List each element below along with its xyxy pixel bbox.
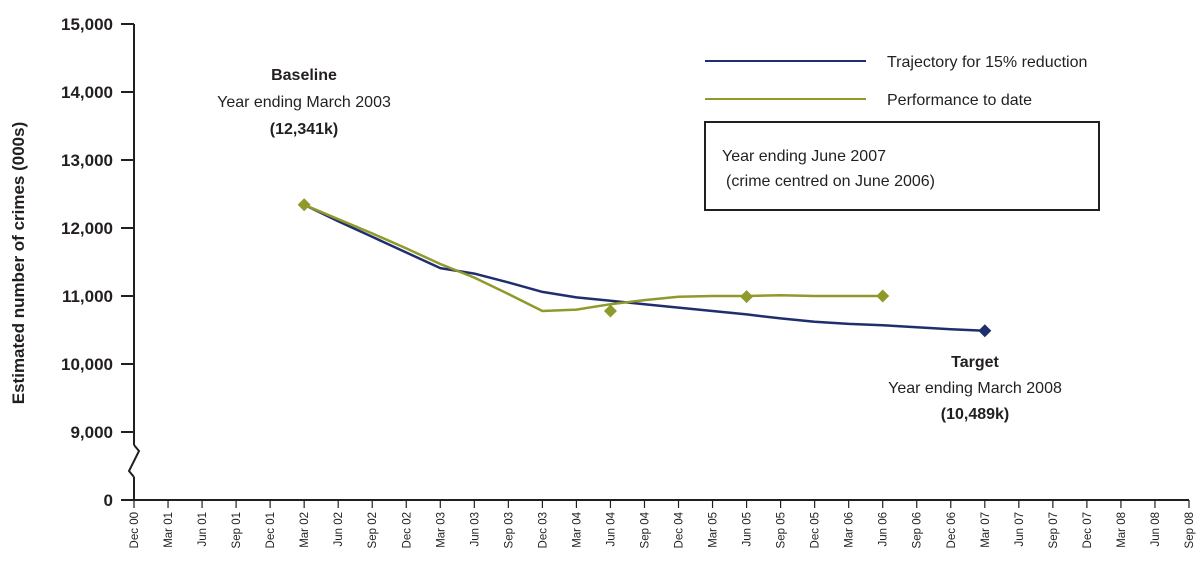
performance-marker xyxy=(876,289,890,303)
y-tick-label: 14,000 xyxy=(61,83,113,102)
target-title: Target xyxy=(951,354,999,371)
y-tick-label: 10,000 xyxy=(61,355,113,374)
series-markers xyxy=(297,198,992,338)
legend: Trajectory for 15% reduction Performance… xyxy=(705,54,1087,109)
x-tick-label: Mar 06 xyxy=(844,512,856,548)
x-tick-label: Sep 03 xyxy=(503,512,515,548)
y-tick-label: 11,000 xyxy=(62,287,113,306)
x-tick-label: Sep 02 xyxy=(367,512,379,548)
x-tick-label: Dec 00 xyxy=(129,512,141,548)
annotation-box-line2: (crime centred on June 2006) xyxy=(726,173,935,190)
y-tick-label: 9,000 xyxy=(70,423,113,442)
performance-marker xyxy=(740,290,754,304)
x-tick-labels: Dec 00 Mar 01 Jun 01 Sep 01 Dec 01 Mar 02 Jun … xyxy=(129,511,1196,548)
tick-marks xyxy=(121,23,1190,508)
baseline-value: (12,341k) xyxy=(270,121,339,138)
x-tick-label: Dec 03 xyxy=(537,512,549,548)
x-tick-label: Jun 02 xyxy=(333,512,345,547)
x-tick-label: Jun 03 xyxy=(469,512,481,547)
x-tick-label: Mar 02 xyxy=(299,512,311,548)
x-tick-label: Sep 04 xyxy=(639,511,651,548)
y-tick-label: 0 xyxy=(104,491,113,510)
y-tick-label: 12,000 xyxy=(61,219,113,238)
y-tick-labels: 15,000 14,000 13,000 12,000 11,000 10,000 9,00… xyxy=(61,15,113,510)
x-tick-label: Jun 08 xyxy=(1150,512,1162,547)
x-tick-label: Sep 01 xyxy=(231,512,243,548)
y-tick-label: 15,000 xyxy=(61,15,113,34)
x-tick-label: Jun 04 xyxy=(605,511,617,546)
x-tick-label: Dec 07 xyxy=(1082,512,1094,548)
series-lines xyxy=(303,203,985,332)
legend-label-performance: Performance to date xyxy=(887,92,1032,109)
x-tick-label: Mar 08 xyxy=(1116,512,1128,548)
x-tick-label: Sep 05 xyxy=(776,512,788,548)
annotation-box-line1: Year ending June 2007 xyxy=(722,148,886,165)
annotation-box: Year ending June 2007 (crime centred on … xyxy=(704,121,1100,211)
x-tick-label: Jun 01 xyxy=(197,512,209,547)
y-tick-label: 13,000 xyxy=(61,151,113,170)
x-tick-label: Sep 06 xyxy=(912,512,924,548)
x-tick-label: Jun 05 xyxy=(742,512,754,547)
x-tick-label: Mar 07 xyxy=(980,512,992,548)
x-tick-label: Dec 01 xyxy=(265,512,277,548)
performance-marker xyxy=(297,198,311,212)
series-line-trajectory xyxy=(303,203,985,332)
baseline-title: Baseline xyxy=(271,67,337,84)
target-marker xyxy=(978,324,992,338)
x-tick-label: Dec 02 xyxy=(401,512,413,548)
y-axis-break xyxy=(127,444,141,478)
baseline-line1: Year ending March 2003 xyxy=(217,94,391,111)
target-line1: Year ending March 2008 xyxy=(888,380,1062,397)
target-value: (10,489k) xyxy=(941,406,1010,423)
annotation-box-frame xyxy=(704,121,1100,211)
x-tick-label: Mar 05 xyxy=(708,512,720,548)
x-tick-label: Dec 05 xyxy=(810,512,822,548)
x-tick-label: Dec 06 xyxy=(946,512,958,548)
x-tick-label: Mar 04 xyxy=(571,511,583,547)
x-tick-label: Sep 07 xyxy=(1048,512,1060,548)
legend-label-trajectory: Trajectory for 15% reduction xyxy=(887,54,1087,71)
series-line-performance xyxy=(303,203,883,313)
x-tick-label: Jun 06 xyxy=(878,512,890,547)
x-tick-label: Sep 08 xyxy=(1184,512,1196,548)
baseline-annotation: Baseline Year ending March 2003 (12,341k… xyxy=(217,67,391,138)
y-axis-label: Estimated number of crimes (000s) xyxy=(9,122,28,404)
x-tick-label: Dec 04 xyxy=(674,511,686,548)
axes xyxy=(121,24,1189,501)
performance-marker xyxy=(603,304,617,318)
x-tick-label: Mar 01 xyxy=(163,512,175,548)
x-tick-label: Jun 07 xyxy=(1014,512,1026,547)
target-annotation: Target Year ending March 2008 (10,489k) xyxy=(888,354,1062,423)
x-tick-label: Mar 03 xyxy=(435,512,447,548)
